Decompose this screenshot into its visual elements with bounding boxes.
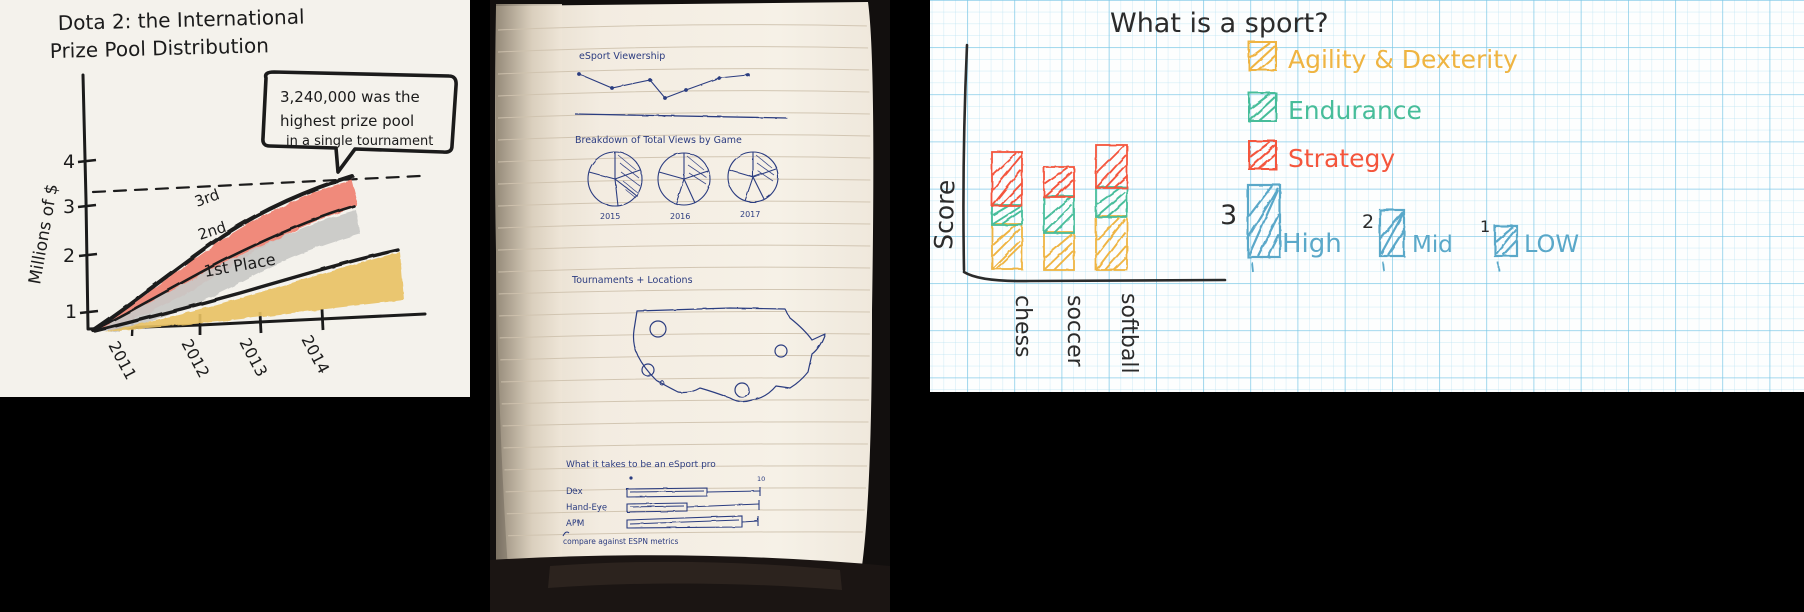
area-2nd: [99, 210, 360, 332]
map-marker-5: [774, 344, 788, 358]
scale-bar-mid: [1378, 208, 1406, 272]
viewership-line-chart: [574, 72, 788, 119]
y-tick-3: 3: [63, 196, 75, 218]
legend-swatch-agility: [1248, 41, 1277, 71]
callout-line3: in a single tournament: [286, 134, 433, 149]
map-marker-3: [659, 380, 665, 386]
dota-chart-svg: Dota 2: the International Prize Pool Dis…: [0, 0, 470, 397]
scale-bar-high: [1246, 183, 1282, 273]
bar-soccer: [1043, 166, 1075, 271]
y-tick-1: 1: [65, 301, 77, 323]
legend-label-strategy: Strategy: [1288, 144, 1395, 173]
legend-label-endurance: Endurance: [1288, 96, 1422, 125]
panel-notebook: eSport Viewership Breakdown of Total Vie…: [490, 0, 890, 612]
panel-dota-prize-pool: Dota 2: the International Prize Pool Dis…: [0, 0, 470, 397]
panel3-title: What is a sport?: [1110, 8, 1329, 39]
scale-value-3: 3: [1220, 200, 1237, 231]
pie-2015: [587, 151, 643, 207]
bar-softball: [1095, 144, 1128, 271]
panel1-title-line2: Prize Pool Distribution: [50, 33, 270, 63]
callout-line1: 3,240,000 was the: [280, 88, 420, 106]
requirements-bar-chart: 10 Dex Hand-Eye APM: [566, 475, 765, 529]
scale-label-low: LOW: [1524, 230, 1579, 258]
notebook-gutter: [496, 4, 562, 570]
category-label-softball: softball: [1116, 293, 1141, 374]
reference-line-dashed: [91, 174, 422, 194]
scale-value-1: 1: [1480, 217, 1490, 236]
us-map-sketch: [632, 307, 826, 403]
callout-line2: highest prize pool: [280, 112, 414, 130]
map-marker-1: [649, 320, 667, 338]
map-marker-2: [641, 363, 655, 377]
pie-2017: [727, 151, 779, 203]
scale-label-high: High: [1282, 229, 1342, 259]
metric-label-apm: APM: [566, 519, 584, 529]
category-label-chess: chess: [1010, 295, 1035, 358]
callout-bubble: 3,240,000 was the highest prize pool in …: [261, 70, 458, 174]
rule-lines: [497, 24, 871, 537]
panel-what-is-a-sport: What is a sport? Score: [920, 0, 1804, 612]
legend-label-agility: Agility & Dexterity: [1288, 45, 1518, 74]
p3-x-axis: [962, 270, 1227, 283]
line-1st-top: [93, 248, 400, 333]
y-tick-4: 4: [63, 151, 75, 173]
legend-swatch-strategy: [1248, 140, 1277, 170]
legend-swatch-endurance: [1248, 92, 1277, 122]
heading-tournaments: Tournaments + Locations: [571, 275, 693, 286]
pie-2016: [657, 152, 711, 206]
heading-viewership: eSport Viewership: [579, 51, 665, 62]
category-label-soccer: soccer: [1062, 295, 1087, 368]
area-1st: [104, 252, 404, 331]
grid-chart-svg: What is a sport? Score: [920, 0, 1804, 612]
heading-requirements: What it takes to be an eSport pro: [566, 460, 716, 470]
notebook-photo-svg: eSport Viewership Breakdown of Total Vie…: [490, 0, 890, 612]
heading-breakdown: Breakdown of Total Views by Game: [575, 135, 742, 146]
map-marker-4: [734, 382, 750, 398]
legend: Agility & Dexterity Endurance Strategy: [1248, 41, 1518, 173]
bar-chess: [991, 151, 1023, 270]
scale-label-mid: Mid: [1412, 232, 1453, 258]
footnote-arrow: [562, 531, 570, 537]
pie-label-2016: 2016: [670, 212, 690, 221]
scale-max-label: 10: [757, 475, 765, 483]
metric-label-hand-eye: Hand-Eye: [566, 503, 607, 513]
footnote: compare against ESPN metrics: [563, 537, 678, 546]
viewership-baseline: [574, 113, 788, 119]
y-axis: [81, 73, 90, 330]
pie-label-2017: 2017: [740, 210, 760, 219]
p3-y-axis: [962, 43, 969, 272]
notebook-page: [495, 2, 874, 570]
line-2nd-top: [92, 204, 356, 332]
scale-value-2: 2: [1362, 211, 1374, 233]
scale-bar-low: [1493, 224, 1519, 272]
metric-label-dex: Dex: [566, 487, 583, 497]
scale-key: 3 High 2 Mid: [1220, 183, 1579, 273]
y-tick-2: 2: [63, 245, 75, 267]
page-content: eSport Viewership Breakdown of Total Vie…: [497, 24, 871, 546]
p3-y-axis-label: Score: [929, 179, 960, 250]
line-3rd-top: [91, 174, 354, 332]
pie-label-2015: 2015: [600, 212, 620, 221]
